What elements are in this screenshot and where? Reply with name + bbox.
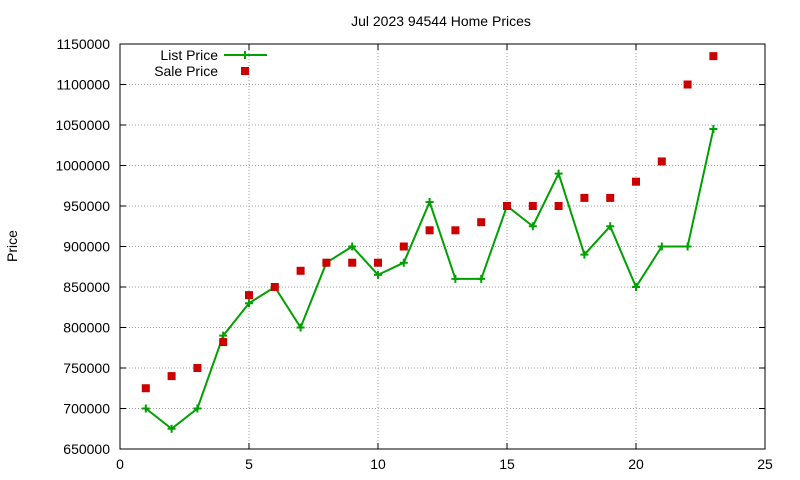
data-point: [167, 424, 176, 433]
legend-marker: [241, 67, 249, 75]
series-line: [145, 128, 715, 431]
y-tick-label: 1000000: [55, 158, 110, 174]
legend-label: Sale Price: [154, 63, 218, 79]
data-point: [503, 202, 511, 210]
x-tick-label: 0: [116, 456, 124, 472]
data-point: [193, 364, 202, 372]
data-point: [374, 270, 382, 279]
legend-marker: [241, 51, 249, 59]
data-point: [296, 323, 305, 332]
data-point: [657, 157, 666, 166]
data-point: [528, 222, 537, 231]
y-tick-label: 1100000: [57, 77, 111, 93]
data-point: [399, 258, 408, 267]
data-point: [348, 242, 357, 251]
data-point: [425, 226, 434, 235]
y-tick-label: 700000: [63, 401, 110, 417]
data-point: [477, 274, 486, 283]
data-point: [580, 250, 589, 259]
y-tick-label: 1150000: [57, 36, 111, 52]
x-tick-label: 20: [628, 456, 644, 472]
data-point: [245, 291, 253, 300]
data-point: [709, 52, 718, 61]
data-point: [554, 169, 563, 178]
series-list-price: [141, 125, 718, 433]
data-point: [141, 384, 150, 393]
grid: [120, 44, 765, 449]
data-point: [554, 202, 563, 210]
chart-title: Jul 2023 94544 Home Prices: [351, 13, 531, 29]
y-axis-label: Price: [4, 230, 20, 262]
data-point: [348, 258, 357, 267]
data-point: [528, 202, 537, 210]
y-tick-label: 900000: [63, 239, 110, 255]
plot-border: [119, 43, 766, 450]
data-point: [683, 242, 692, 251]
data-point: [193, 404, 202, 413]
x-tick-label: 10: [370, 456, 386, 472]
y-tick-label: 850000: [63, 279, 110, 295]
y-tick-label: 750000: [63, 360, 110, 376]
data-point: [632, 283, 640, 291]
series-sale-price: [141, 52, 718, 393]
data-point: [606, 193, 615, 202]
legend-label: List Price: [160, 47, 218, 63]
axis-ticks: 650000 700000 750000 800000 850000 900000 9500…: [55, 36, 773, 472]
data-point: [219, 338, 228, 347]
data-point: [632, 177, 640, 186]
y-tick-label: 800000: [63, 320, 110, 336]
x-tick-label: 15: [499, 456, 515, 472]
plot-area: [141, 52, 718, 433]
data-point: [425, 197, 434, 206]
y-tick-label: 950000: [63, 198, 110, 214]
data-point: [606, 222, 615, 231]
data-point: [270, 283, 279, 291]
data-point: [167, 372, 176, 381]
data-point: [451, 274, 460, 283]
data-point: [141, 404, 150, 413]
data-point: [374, 258, 382, 267]
y-tick-label: 1050000: [55, 117, 110, 133]
x-tick-label: 5: [245, 456, 253, 472]
x-tick-label: 25: [757, 456, 773, 472]
data-point: [451, 226, 460, 235]
data-point: [477, 218, 486, 227]
data-point: [709, 125, 718, 134]
data-point: [322, 258, 331, 267]
data-point: [580, 193, 589, 202]
data-point: [399, 242, 408, 251]
y-tick-label: 650000: [63, 441, 110, 457]
data-point: [657, 242, 666, 251]
data-point: [245, 299, 253, 308]
data-point: [296, 266, 305, 275]
data-point: [683, 80, 692, 89]
